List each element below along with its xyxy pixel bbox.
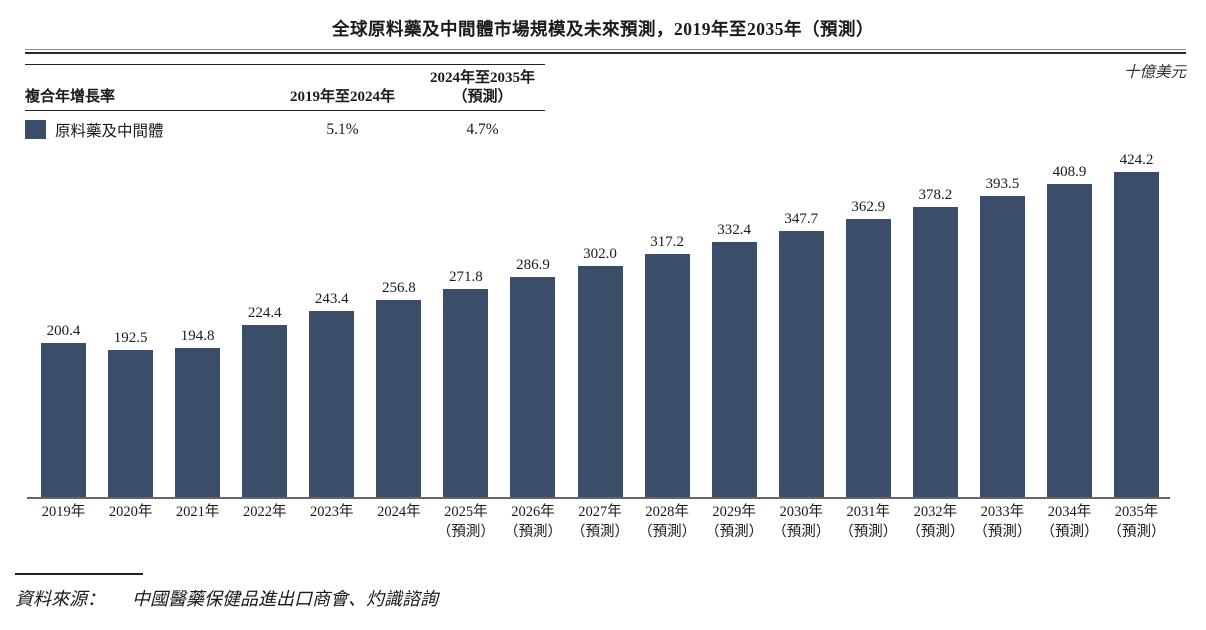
bar-column: 224.4 [231,140,298,497]
bar [510,277,556,497]
bar-value-label: 224.4 [247,305,282,321]
bar-column: 408.9 [1036,140,1103,497]
cagr-header-col2: 2024年至2035年 （預測） [420,69,545,107]
bar [309,311,355,497]
bar [443,289,489,497]
x-axis-line [27,497,1170,499]
page-title: 全球原料藥及中間體市場規模及未來預測，2019年至2035年（預測） [332,19,874,39]
bar [1114,172,1160,497]
x-axis-label: 2022年 [242,504,287,520]
bar-column: 243.4 [298,140,365,497]
bar [242,325,288,497]
bar-column: 332.4 [701,140,768,497]
x-axis-labels-row: 2019年 2020年 2021年 2022年 2023年 2024年 2025年 （預測） 2… [30,503,1170,542]
bar-column: 378.2 [902,140,969,497]
x-axis-label: 2035年 （預測） [1107,504,1166,540]
bar-column: 362.9 [835,140,902,497]
unit-label: 十億美元 [1123,64,1186,81]
bar-column: 256.8 [365,140,432,497]
x-axis-label: 2021年 [175,504,220,520]
bar-value-label: 332.4 [717,222,752,238]
title-divider [25,49,1186,54]
bar [979,196,1025,497]
bar-column: 302.0 [567,140,634,497]
source-text: 中國醫藥保健品進出口商會、灼識諮詢 [132,589,438,609]
x-axis-label: 2019年 [41,504,86,520]
bar [912,207,958,497]
bar-column: 194.8 [164,140,231,497]
bar-value-label: 271.8 [449,269,483,285]
legend-swatch [25,120,46,139]
bar-value-label: 286.9 [516,257,550,273]
x-axis-label: 2026年 （預測） [503,504,562,540]
source-note: 資料來源： 中國醫藥保健品進出口商會、灼識諮詢 [15,585,438,611]
cagr-header-col2-line2: （預測） [452,88,513,105]
bar-column: 424.2 [1103,140,1170,497]
x-axis-label: 2027年 （預測） [571,504,630,540]
x-axis-label: 2025年 （預測） [436,504,495,540]
x-axis-label: 2028年 （預測） [638,504,697,540]
bar [644,254,690,497]
bar-value-label: 194.8 [180,328,215,344]
bar [845,219,891,497]
bar-value-label: 408.9 [1052,164,1087,180]
bar-value-label: 256.8 [381,280,416,296]
bar [577,266,623,497]
x-axis-label: 2030年 （預測） [772,504,831,540]
x-axis-label: 2034年 （預測） [1040,504,1099,540]
bar-value-label: 424.2 [1119,152,1154,168]
bar-column: 317.2 [634,140,701,497]
x-axis-label: 2020年 [108,504,153,520]
x-axis-label: 2023年 [310,504,354,520]
cagr-table: 複合年增長率 2019年至2024年 2024年至2035年 （預測） 原料藥及… [25,64,545,147]
bar [1046,184,1092,497]
bar-column: 200.4 [30,140,97,497]
cagr-header-label: 複合年增長率 [25,88,116,105]
x-axis-label: 2031年 （預測） [839,504,898,540]
bar-column: 347.7 [768,140,835,497]
x-axis-label: 2029年 （預測） [705,504,764,540]
bar-column: 393.5 [969,140,1036,497]
cagr-header-col1: 2019年至2024年 [289,88,395,105]
cagr-value-2024-2035: 4.7% [466,120,499,138]
bar-column: 271.8 [432,140,499,497]
footnote-divider [15,573,143,575]
bar [108,350,154,497]
bar-value-label: 393.5 [985,176,1020,192]
bar [778,231,824,497]
x-axis-label: 2033年 （預測） [973,504,1032,540]
bar-value-label: 200.4 [46,323,81,339]
bar-value-label: 362.9 [851,199,886,215]
bar-column: 192.5 [97,140,164,497]
legend-label: 原料藥及中間體 [55,122,164,140]
bar-value-label: 347.7 [784,211,819,227]
x-axis-label: 2032年 （預測） [906,504,965,540]
bar [376,300,422,497]
bar-value-label: 192.5 [113,330,148,346]
bar-value-label: 243.4 [314,291,349,307]
bar-value-label: 317.2 [650,234,684,250]
cagr-value-2019-2024: 5.1% [326,120,359,138]
source-label: 資料來源： [15,589,105,609]
bar [175,348,221,497]
cagr-table-data-row: 原料藥及中間體 5.1% 4.7% [25,111,545,147]
bar [711,242,757,497]
bar-value-label: 378.2 [918,187,953,203]
cagr-header-col2-line1: 2024年至2035年 [429,70,535,86]
bar-chart-plot-area: 200.4 192.5 194.8 224.4 243.4 256.8 271.8 286.9… [30,140,1170,497]
bar-value-label: 302.0 [583,246,617,262]
bar-column: 286.9 [499,140,566,497]
x-axis-label: 2024年 [377,504,421,520]
cagr-table-header-row: 複合年增長率 2019年至2024年 2024年至2035年 （預測） [25,65,545,111]
bar [41,343,87,497]
